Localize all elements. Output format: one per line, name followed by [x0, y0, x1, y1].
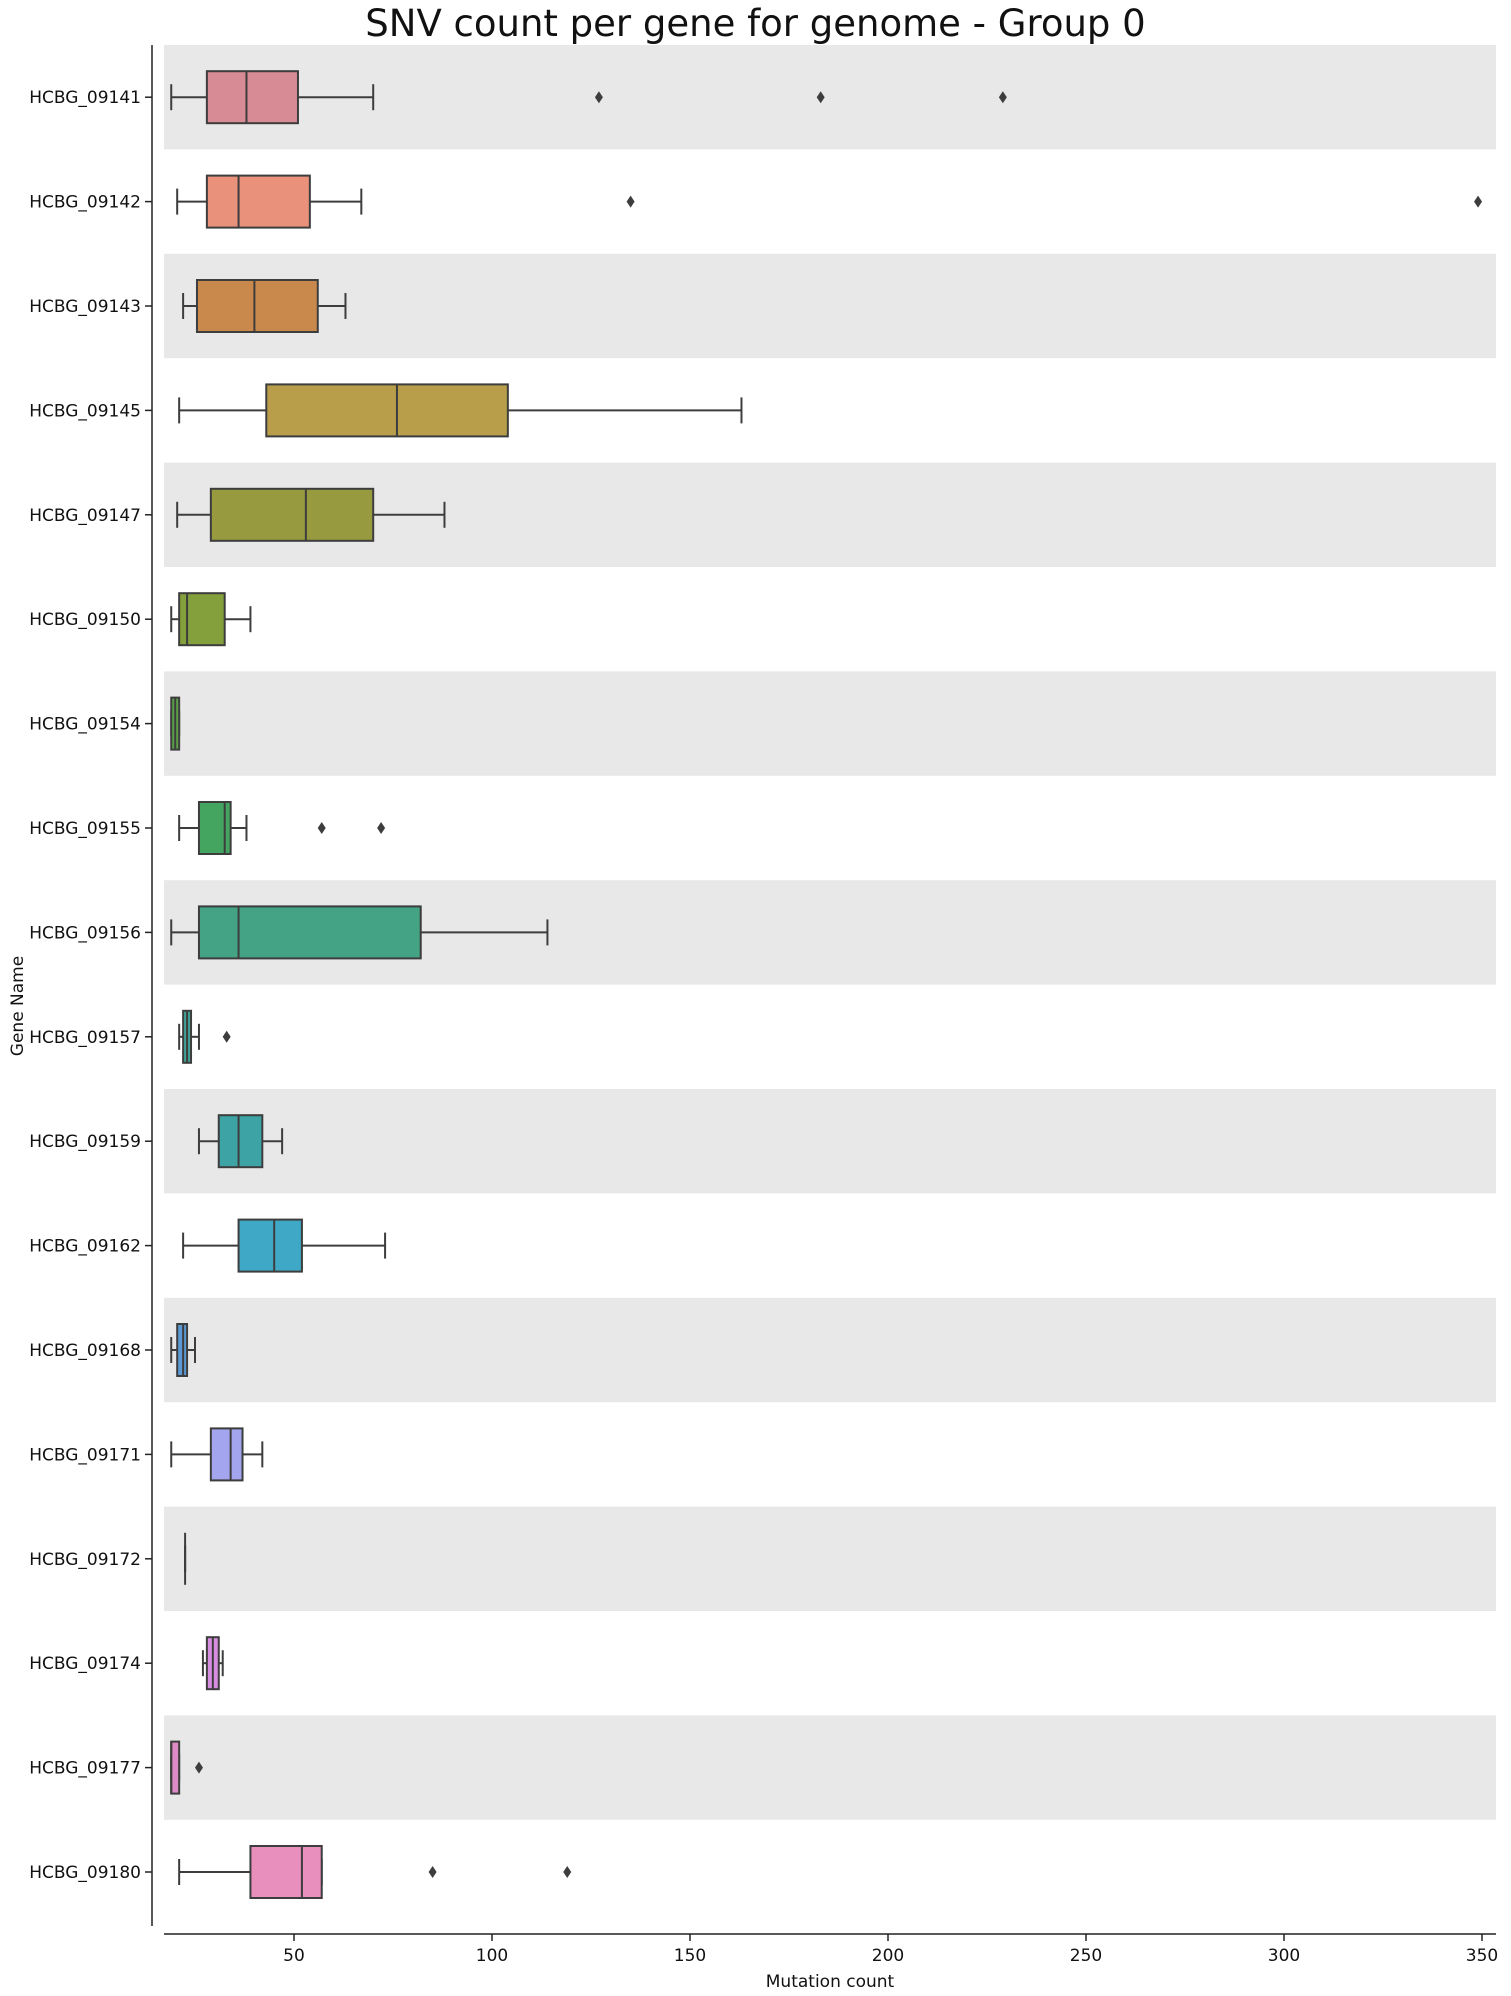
row-bands [164, 45, 1496, 1820]
box-HCBG_09154 [170, 696, 181, 751]
box-HCBG_09150 [170, 592, 252, 647]
box-HCBG_09143 [182, 279, 347, 333]
box-HCBG_09162 [182, 1218, 387, 1273]
box-HCBG_09180 [178, 1845, 572, 1899]
row-band [164, 45, 1496, 150]
y-tick-label: HCBG_09172 [29, 1550, 141, 1570]
box-HCBG_09174 [201, 1636, 224, 1691]
y-tick-label: HCBG_09155 [29, 819, 141, 839]
y-tick-label: HCBG_09143 [29, 297, 141, 317]
chart-title: SNV count per gene for genome - Group 0 [365, 2, 1146, 45]
y-tick-label: HCBG_09180 [29, 1863, 141, 1883]
y-tick-label: HCBG_09177 [29, 1759, 141, 1779]
y-tick-label: HCBG_09174 [29, 1654, 141, 1674]
outlier-point [626, 195, 635, 208]
x-tick-label: 300 [1268, 1946, 1300, 1966]
box-body [217, 1114, 264, 1169]
x-tick-label: 350 [1466, 1946, 1498, 1966]
box-body [209, 1427, 244, 1482]
y-tick-label: HCBG_09168 [29, 1341, 141, 1361]
box-HCBG_09141 [170, 70, 1007, 125]
box-body [205, 70, 299, 125]
outlier-point [563, 1866, 572, 1878]
x-tick-label: 250 [1070, 1946, 1102, 1966]
y-tick-label: HCBG_09142 [29, 193, 141, 213]
y-tick-label: HCBG_09159 [29, 1132, 141, 1152]
box-body [205, 174, 311, 229]
outlier-point [594, 91, 603, 104]
box-body [197, 905, 422, 960]
y-tick-label: HCBG_09156 [29, 923, 141, 943]
box-HCBG_09168 [170, 1323, 196, 1377]
x-tick-label: 50 [283, 1946, 305, 1966]
box-HCBG_09145 [178, 383, 743, 438]
x-tick-label: 200 [872, 1946, 904, 1966]
y-tick-label: HCBG_09141 [29, 88, 141, 108]
outlier-point [428, 1866, 437, 1878]
box-body [265, 383, 509, 438]
x-tick-label: 150 [674, 1946, 706, 1966]
y-tick-label: HCBG_09171 [29, 1445, 141, 1465]
row-band [164, 1506, 1496, 1611]
y-tick-label: HCBG_09154 [29, 715, 141, 735]
outlier-point [194, 1761, 203, 1774]
box-body [237, 1218, 303, 1273]
box-HCBG_09156 [170, 905, 549, 960]
y-axis-label: Gene Name [8, 956, 28, 1056]
box-body [249, 1845, 323, 1899]
box-body [178, 592, 226, 647]
box-HCBG_09157 [178, 1009, 231, 1064]
row-band [164, 1089, 1496, 1194]
box-HCBG_09142 [176, 174, 1483, 229]
box-series [170, 70, 1483, 1899]
outlier-point [222, 1030, 231, 1043]
outlier-point [816, 91, 825, 104]
y-tick-label: HCBG_09162 [29, 1237, 141, 1257]
row-band [164, 1297, 1496, 1403]
x-axis: 50 100 150 200 250 300 350 [164, 1933, 1498, 1966]
y-tick-label: HCBG_09145 [29, 401, 141, 421]
box-body [195, 279, 319, 333]
box-body [170, 1740, 181, 1795]
box-HCBG_09159 [197, 1114, 284, 1169]
box-body [209, 487, 375, 542]
box-body [197, 801, 232, 855]
row-band [164, 253, 1496, 359]
x-axis-label: Mutation count [766, 1972, 895, 1992]
row-band [164, 671, 1496, 776]
box-HCBG_09177 [170, 1740, 203, 1795]
y-axis: HCBG_09141 HCBG_09142 HCBG_09143 HCBG_09145… [29, 45, 153, 1926]
y-tick-label: HCBG_09150 [29, 610, 141, 630]
outlier-point [377, 822, 386, 834]
box-HCBG_09171 [170, 1427, 264, 1482]
row-band [164, 1715, 1496, 1820]
y-tick-label: HCBG_09147 [29, 506, 141, 526]
outlier-point [1474, 195, 1483, 208]
y-tick-label: HCBG_09157 [29, 1028, 141, 1048]
x-tick-label: 100 [476, 1946, 508, 1966]
outlier-point [317, 822, 326, 834]
box-HCBG_09155 [178, 801, 386, 855]
box-HCBG_09147 [176, 487, 446, 542]
outlier-point [998, 91, 1007, 104]
